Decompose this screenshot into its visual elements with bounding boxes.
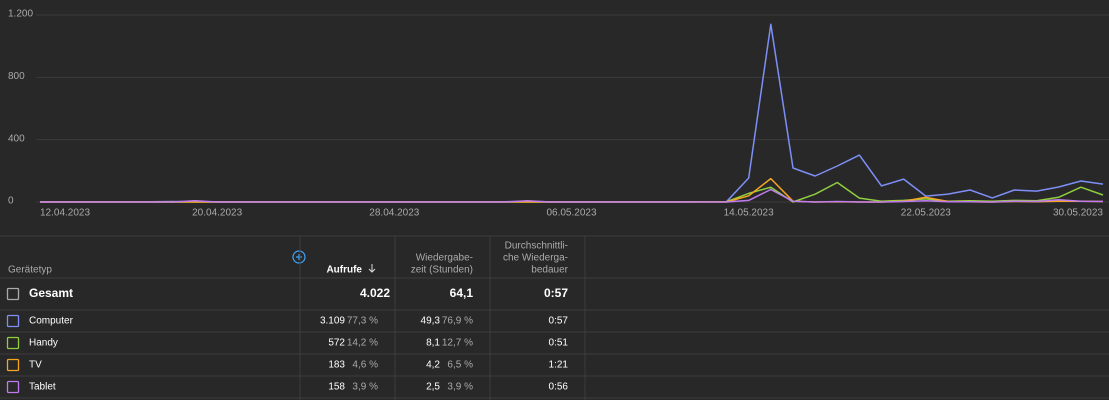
watch-share: 76,9 % (442, 316, 473, 327)
views: 3.109 (320, 316, 345, 327)
column-header[interactable]: bedauer (531, 265, 568, 276)
views-share: 3,9 % (352, 382, 378, 393)
checkbox[interactable] (6, 314, 20, 328)
checkbox[interactable] (6, 336, 20, 350)
column-header[interactable]: zeit (Stunden) (411, 265, 473, 276)
total-views: 4.022 (360, 286, 390, 300)
views: 183 (328, 360, 345, 371)
avg-duration: 1:21 (549, 360, 569, 371)
y-tick-label: 800 (8, 71, 25, 82)
avg-duration: 0:56 (549, 382, 569, 393)
total-avg: 0:57 (544, 286, 568, 300)
watch-time: 8,1 (426, 338, 440, 349)
y-tick-label: 0 (8, 196, 14, 207)
watch-time: 4,2 (426, 360, 440, 371)
x-tick-label: 06.05.2023 (546, 208, 596, 219)
views: 572 (328, 338, 345, 349)
views: 158 (328, 382, 345, 393)
add-icon[interactable] (292, 250, 306, 264)
x-tick-label: 20.04.2023 (192, 208, 242, 219)
row-label: Tablet (29, 382, 56, 393)
watch-share: 6,5 % (447, 360, 473, 371)
column-header[interactable]: Aufrufe (326, 265, 362, 276)
watch-share: 3,9 % (447, 382, 473, 393)
watch-time: 2,5 (426, 382, 440, 393)
column-header[interactable]: Durchschnittli- (505, 241, 568, 252)
y-tick-label: 1.200 (8, 9, 33, 20)
add-metric-button[interactable] (292, 250, 306, 264)
views-share: 14,2 % (347, 338, 378, 349)
checkbox[interactable] (6, 358, 20, 372)
watch-time: 49,3 (421, 316, 441, 327)
row-label: TV (29, 360, 42, 371)
row-label: Handy (29, 338, 58, 349)
views-share: 77,3 % (347, 316, 378, 327)
x-tick-label: 12.04.2023 (40, 208, 90, 219)
x-tick-label: 22.05.2023 (901, 208, 951, 219)
checkbox[interactable] (6, 380, 20, 394)
avg-duration: 0:51 (549, 338, 569, 349)
avg-duration: 0:57 (549, 316, 569, 327)
x-tick-label: 30.05.2023 (1053, 208, 1103, 219)
checkbox[interactable] (6, 287, 20, 301)
watch-share: 12,7 % (442, 338, 473, 349)
y-tick-label: 400 (8, 133, 25, 144)
sort-arrow[interactable] (368, 264, 376, 273)
column-header[interactable]: che Wiederga- (503, 253, 568, 264)
views-share: 4,6 % (352, 360, 378, 371)
row-label: Gesamt (29, 286, 73, 300)
x-tick-label: 14.05.2023 (724, 208, 774, 219)
column-header: Gerätetyp (8, 265, 52, 276)
series-line (40, 188, 1104, 203)
row-label: Computer (29, 316, 74, 327)
x-tick-label: 28.04.2023 (369, 208, 419, 219)
add-icon-plus[interactable] (296, 254, 302, 260)
column-header[interactable]: Wiedergabe- (416, 253, 473, 264)
total-watch: 64,1 (450, 286, 474, 300)
